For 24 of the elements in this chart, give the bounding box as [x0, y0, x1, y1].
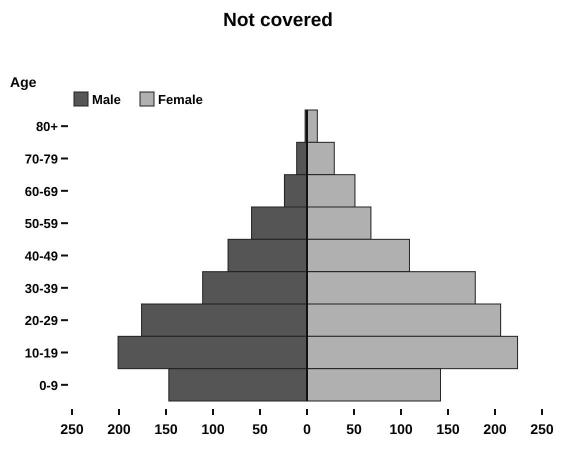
x-tick-label: 50	[252, 421, 268, 437]
x-tick-label: 250	[530, 421, 554, 437]
chart-title: Not covered	[223, 10, 333, 31]
y-tick-label: 70-79	[24, 152, 58, 166]
legend-label: Female	[158, 92, 203, 107]
x-tick-label: 50	[346, 421, 362, 437]
x-tick-label: 250	[60, 421, 84, 437]
y-tick-label: 40-49	[24, 248, 58, 264]
x-tick-label: 200	[107, 421, 131, 437]
y-tick-label: 20-29	[24, 313, 58, 328]
x-tick-label: 150	[154, 421, 178, 437]
x-tick-label: 100	[201, 421, 225, 437]
x-tick-label: 100	[389, 421, 413, 437]
y-tick-label: 30-39	[24, 280, 58, 296]
y-tick-label: 50-59	[24, 216, 58, 232]
x-tick-label: 150	[436, 421, 460, 437]
legend-label: Male	[92, 92, 121, 107]
y-tick-label: 10-19	[24, 346, 58, 360]
x-tick-label: 200	[483, 421, 507, 437]
y-tick-label: 80+	[36, 119, 58, 134]
x-tick-label: 0	[303, 421, 312, 437]
y-tick-label: 60-69	[24, 184, 58, 199]
y-tick-label: 0-9	[39, 378, 58, 393]
y-axis-title: Age	[10, 74, 37, 90]
